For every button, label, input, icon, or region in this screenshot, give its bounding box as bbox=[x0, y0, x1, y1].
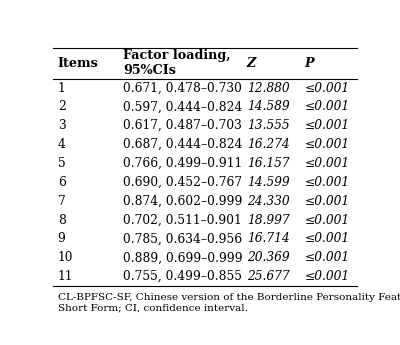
Text: Items: Items bbox=[58, 57, 98, 70]
Text: 0.690, 0.452–0.767: 0.690, 0.452–0.767 bbox=[123, 176, 242, 189]
Text: 16.274: 16.274 bbox=[247, 138, 290, 151]
Text: Z: Z bbox=[247, 57, 256, 70]
Text: 4: 4 bbox=[58, 138, 66, 151]
Text: 1: 1 bbox=[58, 81, 66, 95]
Text: 25.677: 25.677 bbox=[247, 270, 290, 283]
Text: 0.766, 0.499–0.911: 0.766, 0.499–0.911 bbox=[123, 157, 242, 170]
Text: ≤0.001: ≤0.001 bbox=[304, 195, 349, 208]
Text: 0.702, 0.511–0.901: 0.702, 0.511–0.901 bbox=[123, 214, 242, 227]
Text: 16.714: 16.714 bbox=[247, 233, 290, 245]
Text: ≤0.001: ≤0.001 bbox=[304, 100, 349, 114]
Text: ≤0.001: ≤0.001 bbox=[304, 157, 349, 170]
Text: 6: 6 bbox=[58, 176, 66, 189]
Text: 20.369: 20.369 bbox=[247, 251, 290, 264]
Text: ≤0.001: ≤0.001 bbox=[304, 251, 349, 264]
Text: 0.617, 0.487–0.703: 0.617, 0.487–0.703 bbox=[123, 119, 242, 132]
Text: CL-BPFSC-SF, Chinese version of the Borderline Personality Features Scale for Ch: CL-BPFSC-SF, Chinese version of the Bord… bbox=[58, 293, 400, 312]
Text: Factor loading,
95%CIs: Factor loading, 95%CIs bbox=[123, 49, 230, 77]
Text: 0.671, 0.478–0.730: 0.671, 0.478–0.730 bbox=[123, 81, 242, 95]
Text: 8: 8 bbox=[58, 214, 66, 227]
Text: 0.785, 0.634–0.956: 0.785, 0.634–0.956 bbox=[123, 233, 242, 245]
Text: 13.555: 13.555 bbox=[247, 119, 290, 132]
Text: 5: 5 bbox=[58, 157, 66, 170]
Text: ≤0.001: ≤0.001 bbox=[304, 138, 349, 151]
Text: ≤0.001: ≤0.001 bbox=[304, 214, 349, 227]
Text: P: P bbox=[304, 57, 314, 70]
Text: ≤0.001: ≤0.001 bbox=[304, 176, 349, 189]
Text: 11: 11 bbox=[58, 270, 73, 283]
Text: 16.157: 16.157 bbox=[247, 157, 290, 170]
Text: 0.687, 0.444–0.824: 0.687, 0.444–0.824 bbox=[123, 138, 242, 151]
Text: ≤0.001: ≤0.001 bbox=[304, 81, 349, 95]
Text: 18.997: 18.997 bbox=[247, 214, 290, 227]
Text: 14.589: 14.589 bbox=[247, 100, 290, 114]
Text: 0.755, 0.499–0.855: 0.755, 0.499–0.855 bbox=[123, 270, 242, 283]
Text: 10: 10 bbox=[58, 251, 73, 264]
Text: ≤0.001: ≤0.001 bbox=[304, 270, 349, 283]
Text: ≤0.001: ≤0.001 bbox=[304, 233, 349, 245]
Text: 2: 2 bbox=[58, 100, 66, 114]
Text: 0.597, 0.444–0.824: 0.597, 0.444–0.824 bbox=[123, 100, 242, 114]
Text: 14.599: 14.599 bbox=[247, 176, 290, 189]
Text: ≤0.001: ≤0.001 bbox=[304, 119, 349, 132]
Text: 3: 3 bbox=[58, 119, 66, 132]
Text: 7: 7 bbox=[58, 195, 66, 208]
Text: 9: 9 bbox=[58, 233, 66, 245]
Text: 0.889, 0.699–0.999: 0.889, 0.699–0.999 bbox=[123, 251, 242, 264]
Text: 12.880: 12.880 bbox=[247, 81, 290, 95]
Text: 24.330: 24.330 bbox=[247, 195, 290, 208]
Text: 0.874, 0.602–0.999: 0.874, 0.602–0.999 bbox=[123, 195, 242, 208]
